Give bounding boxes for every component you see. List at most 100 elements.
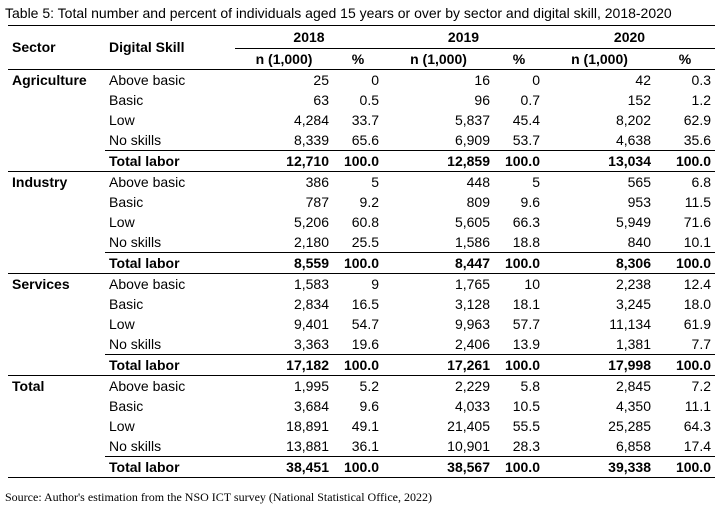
cell-n-2018: 3,684 bbox=[293, 397, 329, 414]
cell-pct-2019: 9.6 bbox=[520, 193, 540, 210]
skill-label: Above basic bbox=[109, 71, 186, 88]
skill-label: Total labor bbox=[105, 456, 235, 478]
table-row: No skills 2,180 25.5 1,586 18.8 840 10.1 bbox=[8, 232, 715, 253]
cell-n-2020: 840 bbox=[627, 233, 651, 250]
header-pct-2018: % bbox=[333, 48, 383, 70]
total-row: Total labor 8,559 100.0 8,447 100.0 8,306 100.… bbox=[8, 252, 715, 274]
header-year-2019: 2019 bbox=[383, 25, 544, 49]
table-row: Basic 2,834 16.5 3,128 18.1 3,245 18.0 bbox=[8, 294, 715, 314]
cell-pct-2020: 1.2 bbox=[691, 91, 711, 108]
sector-label: Total bbox=[8, 375, 105, 396]
sector-cell bbox=[8, 150, 105, 172]
skill-label: Basic bbox=[109, 193, 144, 210]
cell-n-2020: 11,134 bbox=[609, 315, 651, 332]
header-year-2018: 2018 bbox=[235, 25, 383, 49]
skill-label: Above basic bbox=[105, 375, 235, 396]
table-row: Low 18,891 49.1 21,405 55.5 25,285 64.3 bbox=[8, 416, 715, 436]
cell-n-2019: 1,586 bbox=[454, 233, 490, 250]
cell-pct-2018: 16.5 bbox=[351, 295, 379, 312]
cell-pct-2019: 100.0 bbox=[494, 354, 544, 376]
cell-n-2020: 8,202 bbox=[615, 111, 651, 128]
cell-n-2020: 8,306 bbox=[544, 252, 655, 274]
cell-n-2019: 448 bbox=[383, 171, 494, 192]
cell-pct-2019: 66.3 bbox=[512, 213, 540, 230]
cell-pct-2019: 5 bbox=[494, 171, 544, 192]
sector-label: Agriculture bbox=[12, 71, 87, 88]
cell-pct-2020: 62.9 bbox=[683, 111, 711, 128]
skill-label: Basic bbox=[109, 295, 144, 312]
sector-cell bbox=[8, 90, 105, 110]
table-row: Basic 3,684 9.6 4,033 10.5 4,350 11.1 bbox=[8, 396, 715, 416]
cell-n-2019: 2,229 bbox=[383, 375, 494, 396]
cell-n-2019: 5,837 bbox=[454, 111, 490, 128]
cell-n-2018: 8,339 bbox=[293, 131, 329, 148]
cell-pct-2018: 65.6 bbox=[351, 131, 379, 148]
cell-n-2020: 6,858 bbox=[615, 437, 651, 454]
cell-pct-2018: 9.2 bbox=[359, 193, 379, 210]
sector-cell bbox=[8, 252, 105, 274]
header-n-2020: n (1,000) bbox=[544, 48, 655, 70]
sector-cell bbox=[8, 314, 105, 334]
sector-cell bbox=[8, 396, 105, 416]
skill-label: No skills bbox=[109, 233, 162, 250]
table-row: Low 9,401 54.7 9,963 57.7 11,134 61.9 bbox=[8, 314, 715, 334]
cell-pct-2019: 28.3 bbox=[512, 437, 540, 454]
cell-pct-2020: 100.0 bbox=[655, 252, 715, 274]
cell-pct-2019: 18.1 bbox=[512, 295, 540, 312]
total-row: Total labor 12,710 100.0 12,859 100.0 13,034 1… bbox=[8, 150, 715, 172]
cell-n-2019: 1,765 bbox=[383, 273, 494, 294]
cell-n-2019: 4,033 bbox=[454, 397, 490, 414]
cell-n-2020: 4,638 bbox=[615, 131, 651, 148]
sector-cell bbox=[8, 416, 105, 436]
cell-pct-2019: 5.8 bbox=[494, 375, 544, 396]
table-row: Low 4,284 33.7 5,837 45.4 8,202 62.9 bbox=[8, 110, 715, 130]
cell-pct-2020: 10.1 bbox=[683, 233, 711, 250]
cell-pct-2020: 6.8 bbox=[655, 171, 715, 192]
header-pct-2019: % bbox=[494, 48, 544, 70]
cell-pct-2018: 100.0 bbox=[333, 354, 383, 376]
cell-pct-2020: 0.3 bbox=[691, 71, 711, 88]
cell-pct-2020: 64.3 bbox=[683, 417, 711, 434]
cell-pct-2020: 35.6 bbox=[683, 131, 711, 148]
cell-pct-2019: 55.5 bbox=[512, 417, 540, 434]
cell-pct-2018: 5 bbox=[333, 171, 383, 192]
cell-pct-2019: 100.0 bbox=[494, 456, 544, 478]
cell-pct-2018: 33.7 bbox=[351, 111, 379, 128]
cell-n-2019: 809 bbox=[466, 193, 490, 210]
cell-n-2018: 787 bbox=[305, 193, 329, 210]
cell-n-2020: 42 bbox=[635, 71, 651, 88]
cell-pct-2018: 5.2 bbox=[333, 375, 383, 396]
cell-pct-2018: 19.6 bbox=[351, 335, 379, 352]
table-row: Industry Above basic 386 5 448 5 565 6.8 bbox=[8, 171, 715, 192]
cell-n-2019: 38,567 bbox=[383, 456, 494, 478]
table-row: No skills 13,881 36.1 10,901 28.3 6,858 17.4 bbox=[8, 436, 715, 457]
cell-n-2018: 1,995 bbox=[235, 375, 333, 396]
cell-pct-2018: 60.8 bbox=[351, 213, 379, 230]
cell-n-2020: 953 bbox=[627, 193, 651, 210]
skill-label: Total labor bbox=[105, 150, 235, 172]
cell-n-2020: 2,845 bbox=[544, 375, 655, 396]
table-body: Agriculture Above basic 25 0 16 0 42 0.3 Basic 63… bbox=[8, 70, 715, 478]
skill-label: Above basic bbox=[105, 273, 235, 294]
header-year-2020: 2020 bbox=[544, 25, 715, 49]
skill-label: No skills bbox=[109, 131, 162, 148]
cell-pct-2018: 0 bbox=[371, 71, 379, 88]
cell-pct-2018: 0.5 bbox=[359, 91, 379, 108]
cell-pct-2018: 36.1 bbox=[351, 437, 379, 454]
skill-label: Low bbox=[109, 111, 135, 128]
cell-n-2018: 4,284 bbox=[293, 111, 329, 128]
cell-n-2020: 565 bbox=[544, 171, 655, 192]
header-pct-2020: % bbox=[655, 48, 715, 70]
sector-cell bbox=[8, 456, 105, 478]
cell-n-2018: 1,583 bbox=[235, 273, 333, 294]
cell-pct-2019: 100.0 bbox=[494, 252, 544, 274]
cell-pct-2020: 11.5 bbox=[684, 193, 711, 210]
skill-label: Basic bbox=[109, 91, 144, 108]
cell-pct-2018: 25.5 bbox=[351, 233, 379, 250]
table-row: Services Above basic 1,583 9 1,765 10 2,238 12.… bbox=[8, 273, 715, 294]
cell-n-2018: 12,710 bbox=[235, 150, 333, 172]
sector-cell bbox=[8, 232, 105, 253]
cell-n-2019: 96 bbox=[474, 91, 490, 108]
cell-pct-2019: 100.0 bbox=[494, 150, 544, 172]
cell-n-2020: 39,338 bbox=[544, 456, 655, 478]
